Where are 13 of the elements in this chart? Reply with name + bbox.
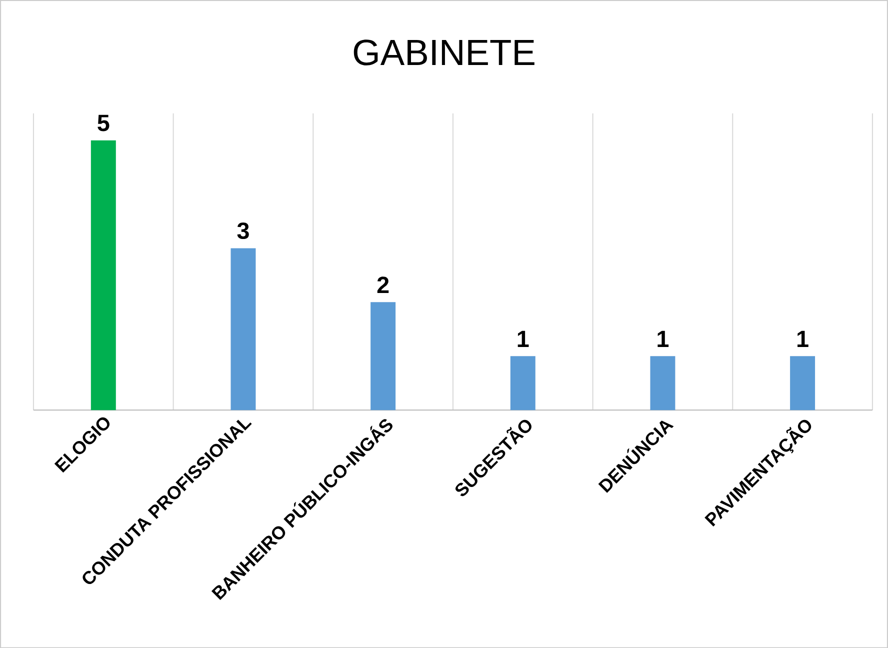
- data-label: 1: [798, 330, 808, 347]
- bar: [230, 248, 256, 410]
- bar: [90, 140, 116, 410]
- chart-title: GABINETE: [354, 39, 534, 66]
- bar: [650, 356, 676, 410]
- data-label: 3: [237, 222, 249, 239]
- data-label: 1: [658, 330, 669, 347]
- data-label: 2: [377, 276, 389, 293]
- data-label: 5: [98, 114, 110, 132]
- bar: [370, 302, 396, 410]
- bar: [510, 356, 536, 410]
- bar: [790, 356, 816, 410]
- data-label: 1: [518, 330, 529, 347]
